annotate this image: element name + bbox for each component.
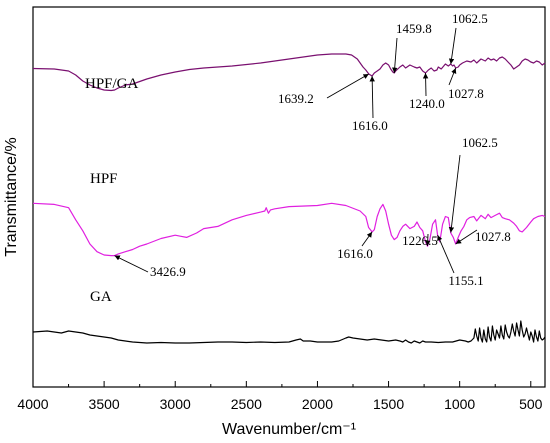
x-tick-label: 500 (519, 396, 543, 412)
annotation-arrow (437, 234, 455, 274)
x-tick-label: 3000 (160, 396, 191, 412)
x-axis-title: Wavenumber/cm⁻¹ (222, 421, 356, 438)
peak-annotation-label: 1027.8 (448, 86, 484, 101)
series-label: HPF (90, 171, 118, 187)
series-line-hpf (32, 202, 546, 257)
annotation-arrow (392, 37, 398, 74)
series-label: HPF/GA (85, 76, 139, 92)
peak-annotation-label: 1062.5 (452, 11, 488, 26)
annotation-arrow (455, 229, 478, 245)
peak-annotation-label: 3426.9 (150, 264, 186, 279)
annotation-layer: 3426.9 1616.0 1226.5 1155.1 1062.5 1027.8 1639… (114, 11, 511, 288)
y-axis-title: Transmittance/% (3, 137, 20, 256)
peak-annotation-label: 1155.1 (448, 273, 483, 288)
annotation-arrow (114, 255, 149, 273)
peak-annotation-label: 1240.0 (409, 96, 445, 111)
peak-annotation-label: 1616.0 (352, 118, 388, 133)
x-tick-label: 4000 (17, 396, 48, 412)
peak-annotation-label: 1616.0 (337, 246, 373, 261)
x-axis-ticks: 4000 3500 3000 2500 2000 1500 1000 500 (17, 381, 543, 412)
series-layer (32, 53, 546, 344)
annotation-arrow (326, 73, 370, 99)
x-tick-label: 2000 (302, 396, 333, 412)
series-line-hpf-ga (32, 53, 546, 92)
annotation-arrow (422, 72, 429, 97)
annotation-arrow (369, 75, 375, 119)
annotation-arrow (448, 154, 461, 233)
peak-annotation-label: 1062.5 (462, 135, 498, 150)
peak-annotation-label: 1459.8 (396, 21, 432, 36)
x-tick-label: 2500 (231, 396, 262, 412)
peak-annotation-label: 1027.8 (475, 229, 511, 244)
peak-annotation-label: 1226.5 (402, 233, 438, 248)
peak-annotation-label: 1639.2 (278, 91, 314, 106)
annotation-arrow (448, 67, 457, 86)
plot-frame (32, 6, 546, 388)
x-tick-label: 1500 (373, 396, 404, 412)
annotation-arrow (448, 27, 457, 65)
series-label: GA (90, 289, 112, 305)
annotation-arrow (361, 231, 373, 247)
series-line-ga (32, 320, 546, 344)
series-label-layer: HPF/GA HPF GA (85, 76, 139, 305)
x-tick-label: 3500 (89, 396, 120, 412)
annotation-arrow (425, 233, 431, 247)
x-tick-label: 1000 (444, 396, 475, 412)
